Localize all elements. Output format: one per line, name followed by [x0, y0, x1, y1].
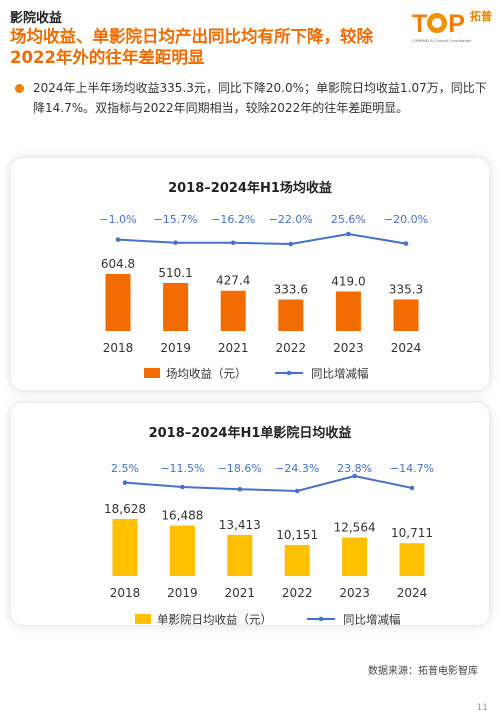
- bar-value-label: 10,151: [276, 528, 318, 542]
- yoy-label: −11.5%: [160, 462, 204, 475]
- yoy-line: [124, 474, 413, 493]
- yoy-point: [288, 241, 294, 247]
- yoy-point: [237, 486, 243, 492]
- bar: [220, 290, 246, 331]
- legend-bar-swatch: [144, 368, 160, 378]
- yoy-point: [122, 480, 128, 485]
- summary-text: 2024年上半年场均收益335.3元，同比下降20.0%；单影院日均收益1.07…: [33, 81, 487, 115]
- bar-value-label: 333.6: [274, 283, 308, 297]
- chart-title: 2018–2024年H1单影院日均收益: [149, 425, 352, 441]
- x-tick-label: 2024: [397, 586, 428, 600]
- yoy-line: [117, 232, 407, 246]
- yoy-label: 23.8%: [337, 462, 372, 475]
- logo-cn-text: 拓普: [470, 10, 492, 23]
- x-tick-label: 2023: [333, 341, 364, 355]
- yoy-label: −22.0%: [269, 213, 313, 226]
- yoy-label: −15.7%: [154, 213, 198, 226]
- bar-value-label: 510.1: [158, 266, 192, 280]
- yoy-point: [409, 485, 415, 491]
- yoy-point: [403, 241, 409, 246]
- section-label: 影院收益: [10, 11, 63, 26]
- x-tick-label: 2021: [225, 586, 256, 600]
- bar: [284, 544, 310, 576]
- bar: [163, 282, 189, 331]
- bar: [112, 519, 138, 576]
- bar: [169, 525, 195, 576]
- legend-bar-swatch: [135, 614, 151, 624]
- yoy-point: [352, 473, 357, 479]
- bar-value-label: 10,711: [391, 526, 433, 540]
- yoy-label: 2.5%: [111, 462, 139, 475]
- chart-session-revenue: 2018–2024年H1场均收益 −1.0% −15.7% −16.2% −22.0% 2…: [99, 180, 428, 381]
- headline: 场均收益、单影院日均产出同比均有所下降，较除2022年外的往年差距明显: [10, 27, 373, 67]
- bar-value-label: 335.3: [389, 282, 423, 296]
- yoy-point: [115, 237, 121, 242]
- legend-line-label: 同比增减幅: [311, 367, 369, 381]
- legend-bar-label: 单影院日均收益（元）: [157, 613, 272, 626]
- logo-subtitle: COMPANY & Cultural Consultation: [412, 39, 472, 43]
- x-tick-label: 2018: [103, 341, 134, 355]
- bar: [399, 543, 425, 576]
- bar-value-label: 604.8: [101, 257, 135, 271]
- logo-ring-icon: [427, 13, 448, 33]
- x-tick-label: 2019: [160, 341, 191, 355]
- yoy-label: −1.0%: [99, 213, 136, 226]
- bar-value-label: 419.0: [331, 275, 365, 289]
- chart-card-cinema-daily-revenue: 2018–2024年H1单影院日均收益 2.5% −11.5% −18.6% −24.3…: [11, 403, 489, 625]
- x-tick-label: 2023: [339, 586, 370, 600]
- yoy-label: −16.2%: [211, 213, 255, 226]
- bar: [105, 274, 131, 331]
- bar-value-label: 427.4: [216, 274, 250, 288]
- bar-value-label: 18,628: [104, 502, 146, 516]
- bar: [278, 299, 304, 331]
- yoy-point: [346, 231, 351, 237]
- x-tick-label: 2022: [282, 586, 313, 600]
- x-tick-label: 2021: [218, 341, 249, 355]
- yoy-point: [173, 240, 178, 245]
- yoy-label: −18.6%: [218, 462, 262, 475]
- legend-line-marker: [318, 616, 324, 622]
- yoy-point: [230, 240, 236, 246]
- x-tick-label: 2019: [167, 586, 198, 600]
- bar-value-label: 13,413: [219, 518, 261, 532]
- bar-value-label: 16,488: [161, 509, 203, 523]
- legend-line-marker: [286, 370, 292, 376]
- bar: [227, 534, 253, 576]
- yoy-label: −20.0%: [384, 213, 428, 226]
- bar: [393, 299, 419, 331]
- data-source: 数据来源：拓普电影智库: [368, 666, 478, 677]
- page-number: 11: [476, 703, 488, 713]
- yoy-label: −24.3%: [275, 462, 319, 475]
- x-tick-label: 2018: [110, 586, 141, 600]
- legend-line-label: 同比增减幅: [343, 613, 401, 626]
- x-tick-label: 2022: [276, 341, 307, 355]
- yoy-point: [294, 488, 300, 494]
- x-tick-label: 2024: [391, 341, 422, 355]
- bullet-dot-icon: [15, 84, 24, 93]
- chart-title: 2018–2024年H1场均收益: [168, 180, 332, 196]
- bar-value-label: 12,564: [334, 521, 376, 535]
- chart-cinema-daily-revenue: 2018–2024年H1单影院日均收益 2.5% −11.5% −18.6% −24.3…: [104, 425, 434, 626]
- yoy-label: −14.7%: [390, 462, 434, 475]
- bar: [342, 537, 368, 576]
- bar: [335, 291, 361, 331]
- legend-bar-label: 场均收益（元）: [166, 367, 247, 381]
- chart-card-session-revenue: 2018–2024年H1场均收益 −1.0% −15.7% −16.2% −22.0% 2…: [11, 158, 489, 390]
- yoy-point: [180, 484, 185, 490]
- yoy-label: 25.6%: [331, 213, 366, 226]
